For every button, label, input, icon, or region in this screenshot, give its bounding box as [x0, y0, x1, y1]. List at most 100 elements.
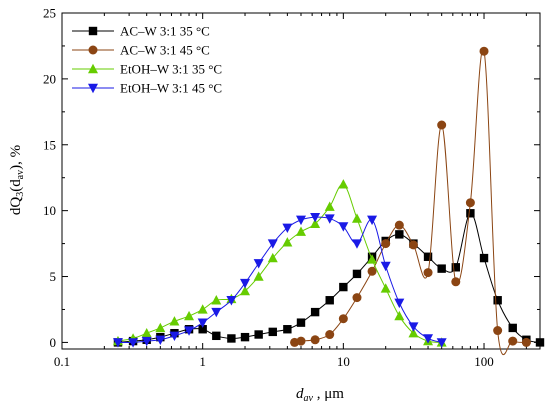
series-1-point — [395, 230, 404, 239]
series-4-point — [338, 222, 349, 232]
y-tick-label: 5 — [50, 269, 57, 284]
series-3-point — [367, 254, 378, 264]
series-1-point — [198, 325, 207, 334]
y-axis-title: dQ3(dav), % — [8, 145, 26, 215]
series-4-point — [351, 239, 362, 249]
series-4-point — [423, 334, 434, 344]
series-1-point — [227, 334, 236, 343]
series-4-point — [128, 338, 139, 348]
series-2-point — [394, 220, 404, 230]
series-3-point — [184, 310, 195, 321]
x-tick-label: 100 — [474, 354, 494, 369]
series-4-point — [169, 331, 180, 342]
series-1-point — [508, 323, 517, 333]
series-2-point — [296, 336, 306, 346]
series-2-point — [367, 266, 377, 276]
series-1-point — [325, 296, 334, 305]
series-1-point — [212, 331, 221, 341]
series-1-point — [466, 209, 475, 218]
x-tick-label: 0.1 — [54, 354, 70, 369]
series-2-point — [479, 46, 489, 56]
legend-entry-3: EtOH–W 3:1 35 °C — [72, 62, 222, 77]
series-2-point — [352, 293, 362, 303]
series-1-point — [423, 252, 433, 261]
series-1-point — [268, 327, 277, 337]
series-4-point — [296, 215, 306, 226]
series-3-point — [408, 327, 419, 338]
series-2-point — [381, 239, 391, 249]
series-3-point — [282, 237, 293, 247]
series-4-point — [324, 214, 335, 224]
legend-entry-1: AC–W 3:1 35 °C — [72, 24, 210, 39]
series-4-point — [226, 296, 237, 306]
series-1-point — [535, 338, 545, 347]
series-4-point — [240, 278, 251, 289]
series-4-point — [408, 322, 419, 332]
series-3-point — [267, 252, 278, 263]
series-3-point — [351, 213, 362, 223]
x-tick-label: 10 — [337, 354, 350, 369]
series-4-point — [380, 261, 391, 272]
legend-marker — [88, 45, 98, 55]
series-3-point — [310, 218, 321, 229]
series-1-point — [437, 264, 446, 273]
legend-marker — [88, 26, 98, 36]
axis-ticks: 0.1 1 10 100 0 5 10 15 20 25 — [43, 6, 540, 369]
series-2-point — [437, 120, 447, 130]
series-3-point — [296, 226, 306, 236]
series-4-point — [141, 336, 152, 347]
series-2-point — [423, 268, 433, 278]
series-1-point — [296, 318, 306, 327]
series-2-point — [408, 240, 418, 250]
series-3-point — [169, 316, 180, 326]
series-1-point — [352, 269, 362, 279]
series-3-point — [240, 285, 251, 296]
legend-label: AC–W 3:1 45 °C — [120, 43, 210, 58]
y-tick-label: 25 — [43, 6, 56, 21]
series-4-point — [253, 259, 264, 269]
series-1-point — [240, 332, 250, 342]
series-2-point — [325, 330, 335, 340]
series-1-point — [479, 253, 489, 263]
series-3 — [112, 179, 447, 347]
series-4-point — [367, 215, 378, 226]
series-2-point — [493, 326, 503, 336]
legend-label: EtOH–W 3:1 35 °C — [120, 62, 222, 77]
series-4-point — [282, 223, 293, 233]
series-1-point — [451, 263, 460, 272]
series-2-point — [465, 198, 475, 208]
series-1 — [113, 209, 545, 347]
legend-marker — [88, 63, 98, 74]
series-4-point — [155, 335, 166, 345]
y-tick-label: 10 — [43, 203, 56, 218]
series-3-line — [117, 183, 442, 343]
series-2-point — [451, 277, 461, 287]
series-3-point — [380, 283, 391, 293]
legend-label: EtOH–W 3:1 45 °C — [120, 81, 222, 96]
series-2 — [290, 46, 531, 356]
series-3-point — [197, 304, 208, 314]
series-1-point — [310, 307, 320, 317]
y-tick-label: 0 — [50, 335, 57, 350]
series-3-point — [253, 271, 264, 281]
series-4-point — [197, 318, 208, 328]
series-4-point — [310, 213, 321, 223]
series-3-point — [155, 322, 166, 333]
series-1-point — [339, 282, 348, 292]
series-4-point — [184, 326, 195, 336]
legend-label: AC–W 3:1 35 °C — [120, 24, 210, 39]
series-1-point — [493, 296, 502, 305]
series-4-point — [211, 307, 222, 318]
y-tick-label: 20 — [43, 71, 56, 86]
series-2-point — [310, 335, 320, 345]
series-layer — [112, 46, 545, 356]
series-1-point — [254, 330, 263, 339]
series-4-point — [394, 298, 405, 309]
series-2-point — [338, 314, 348, 324]
series-4-point — [112, 338, 123, 348]
series-3-point — [394, 310, 405, 321]
series-3-point — [211, 295, 222, 305]
legend-entry-4: EtOH–W 3:1 45 °C — [72, 81, 222, 96]
legend-entry-2: AC–W 3:1 45 °C — [72, 43, 210, 58]
